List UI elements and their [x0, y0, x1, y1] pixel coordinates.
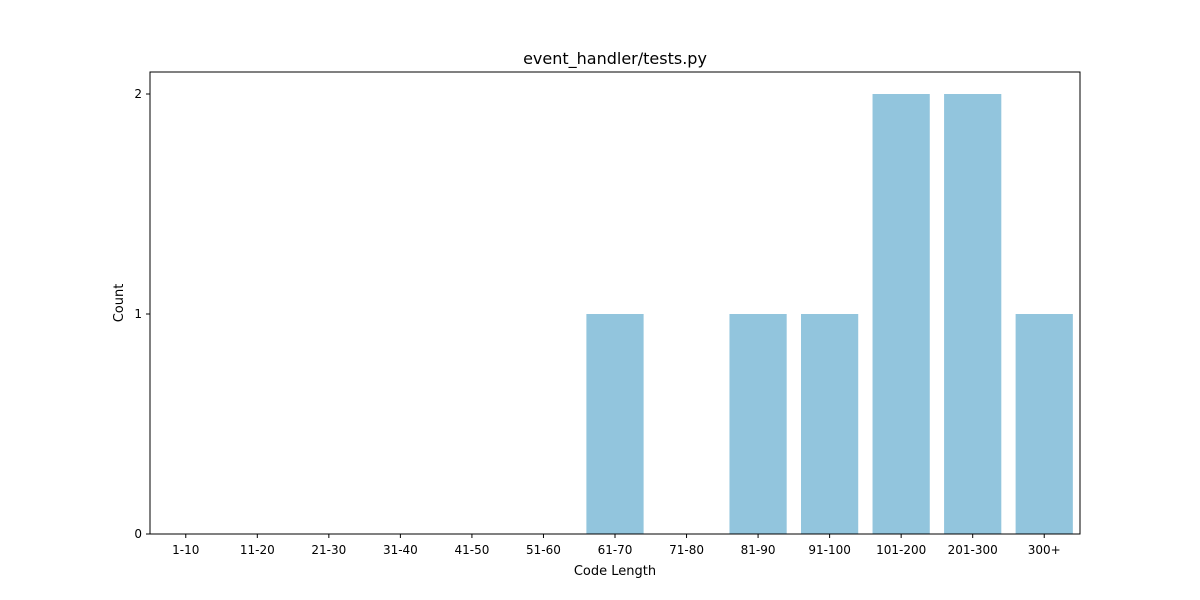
y-axis-ticks: 0 1 2	[134, 87, 150, 541]
x-tick-label: 1-10	[172, 543, 199, 557]
bar-201-300	[944, 94, 1002, 534]
x-tick-label: 71-80	[669, 543, 704, 557]
x-tick-label: 81-90	[741, 543, 776, 557]
y-tick-label: 2	[134, 87, 142, 101]
bar-81-90	[729, 314, 787, 534]
x-tick-label: 300+	[1028, 543, 1061, 557]
y-axis-label: Count	[112, 284, 127, 323]
x-tick-label: 11-20	[240, 543, 275, 557]
x-tick-label: 61-70	[598, 543, 633, 557]
x-tick-label: 91-100	[808, 543, 851, 557]
plot-frame	[149, 71, 1081, 535]
x-tick-label: 51-60	[526, 543, 561, 557]
bar-300+	[1015, 314, 1073, 534]
x-tick-label: 101-200	[876, 543, 926, 557]
bars-group	[586, 94, 1073, 534]
bar-61-70	[586, 314, 644, 534]
x-axis-label: Code Length	[574, 564, 656, 579]
bar-91-100	[801, 314, 859, 534]
bar-101-200	[872, 94, 930, 534]
y-tick-label: 1	[134, 307, 142, 321]
x-tick-label: 41-50	[454, 543, 489, 557]
chart-title: event_handler/tests.py	[523, 49, 707, 69]
x-tick-label: 201-300	[948, 543, 998, 557]
y-tick-label: 0	[134, 527, 142, 541]
x-tick-label: 21-30	[311, 543, 346, 557]
x-axis-ticks: 1-10 11-20 21-30 31-40 41-50 51-60 61-70 71-80 8…	[172, 534, 1061, 557]
x-tick-label: 31-40	[383, 543, 418, 557]
